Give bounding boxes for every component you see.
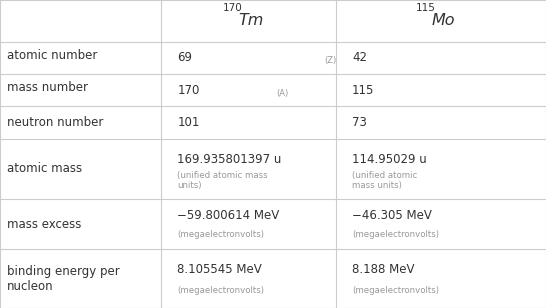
Text: 115: 115 — [352, 83, 375, 97]
Text: atomic number: atomic number — [7, 49, 98, 62]
Text: (megaelectronvolts): (megaelectronvolts) — [352, 286, 439, 295]
Text: 101: 101 — [177, 116, 200, 129]
Text: atomic mass: atomic mass — [7, 162, 82, 175]
Text: 170: 170 — [177, 83, 200, 97]
Text: (unified atomic mass
units): (unified atomic mass units) — [177, 171, 268, 190]
Text: mass number: mass number — [7, 81, 88, 94]
Text: 114.95029 u: 114.95029 u — [352, 152, 427, 165]
Text: neutron number: neutron number — [7, 116, 104, 129]
Text: 170: 170 — [223, 3, 243, 13]
Text: Mo: Mo — [432, 13, 455, 28]
Text: (megaelectronvolts): (megaelectronvolts) — [352, 230, 439, 239]
Text: (unified atomic
mass units): (unified atomic mass units) — [352, 171, 418, 190]
Text: 73: 73 — [352, 116, 367, 129]
Text: (A): (A) — [276, 89, 288, 98]
Text: 42: 42 — [352, 51, 367, 64]
Text: mass excess: mass excess — [7, 217, 81, 231]
Text: 8.105545 MeV: 8.105545 MeV — [177, 263, 262, 276]
Text: (Z): (Z) — [324, 56, 336, 65]
Text: −59.800614 MeV: −59.800614 MeV — [177, 209, 280, 222]
Text: Tm: Tm — [239, 13, 264, 28]
Text: −46.305 MeV: −46.305 MeV — [352, 209, 432, 222]
Text: 69: 69 — [177, 51, 192, 64]
Text: 8.188 MeV: 8.188 MeV — [352, 263, 414, 276]
Text: (megaelectronvolts): (megaelectronvolts) — [177, 230, 264, 239]
Text: binding energy per
nucleon: binding energy per nucleon — [7, 265, 120, 293]
Text: (megaelectronvolts): (megaelectronvolts) — [177, 286, 264, 295]
Text: 115: 115 — [416, 3, 436, 13]
Text: 169.935801397 u: 169.935801397 u — [177, 152, 282, 165]
